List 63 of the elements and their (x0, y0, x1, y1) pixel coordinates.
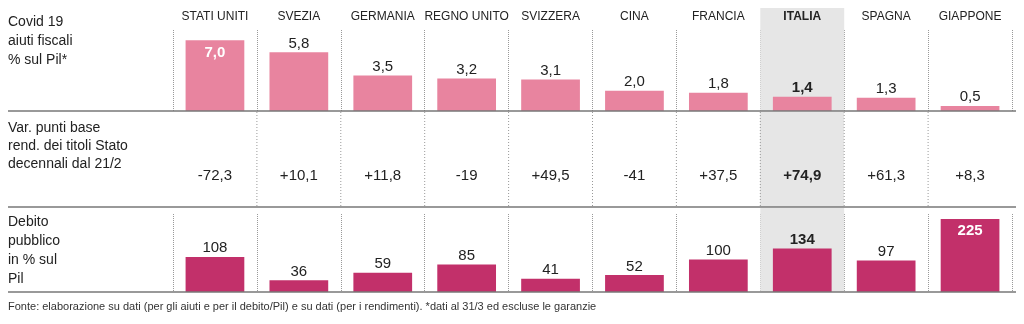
bar (185, 256, 245, 292)
data-label: +74,9 (783, 165, 822, 183)
data-label: 97 (877, 241, 895, 259)
bar (856, 260, 916, 292)
bar (940, 218, 1000, 292)
data-label: +49,5 (531, 165, 570, 183)
bar (772, 248, 832, 292)
x-tick-label: SVEZIA (277, 9, 321, 23)
bar (521, 278, 580, 292)
bar (605, 90, 664, 111)
data-label: 134 (789, 229, 816, 247)
text: Var. punti base rend. dei titoli Stato decennali dal 21/2 (8, 119, 132, 171)
data-label: 1,8 (707, 74, 729, 92)
data-label: 41 (542, 260, 559, 278)
data-label: 5,8 (288, 33, 310, 51)
bar (437, 264, 497, 292)
data-label: 0,5 (959, 87, 981, 105)
data-label: +11,8 (364, 165, 402, 183)
bar (353, 272, 413, 292)
data-label: 36 (290, 261, 308, 279)
bar (185, 40, 245, 111)
x-tick-label: ITALIA (783, 9, 822, 23)
bar (437, 78, 497, 111)
x-tick-label: CINA (620, 9, 649, 23)
bar (269, 52, 329, 111)
data-label: 59 (374, 254, 392, 272)
data-label: +8,3 (955, 165, 985, 183)
bar (521, 79, 580, 111)
x-tick-label: SPAGNA (861, 9, 911, 23)
data-label: 108 (202, 238, 228, 256)
source-note: Fonte: elaborazione su dati (per gli aiuti e per il debito/Pil) e su dati (per i rendimenti). *dati al 31/3 ed escluse le garanzie (8, 299, 597, 312)
bar (856, 97, 916, 111)
data-label: -41 (623, 165, 646, 183)
data-label: 225 (957, 221, 983, 239)
bar (688, 92, 748, 111)
data-label: 52 (626, 256, 643, 274)
data-label: 2,0 (624, 72, 645, 90)
data-label: 7,0 (204, 42, 226, 60)
x-tick-label: GIAPPONE (938, 9, 1002, 23)
y-axis-title: Debito pubblico in % sul Pil (8, 212, 65, 286)
bar (772, 96, 832, 111)
x-tick-label: FRANCIA (692, 9, 745, 23)
data-label: 85 (458, 245, 475, 263)
data-label: +61,3 (867, 165, 906, 183)
data-label: 3,2 (456, 60, 478, 78)
bar (688, 259, 748, 292)
bar (353, 75, 413, 111)
data-label: +37,5 (699, 165, 738, 183)
data-label: -72,3 (197, 165, 233, 183)
data-label: 1,3 (875, 79, 897, 97)
x-tick-label: STATI UNITI (181, 9, 249, 23)
x-tick-label: SVIZZERA (521, 9, 580, 23)
data-label: +10,1 (279, 165, 318, 183)
x-tick-label: GERMANIA (350, 9, 415, 23)
bar (605, 275, 664, 292)
data-label: 3,5 (372, 57, 394, 75)
y-axis-title: Covid 19 aiuti fiscali % sul Pil* (8, 12, 77, 67)
data-label: 1,4 (791, 78, 814, 96)
x-tick-label: REGNO UNITO (424, 9, 509, 23)
data-label: -19 (455, 165, 478, 183)
bar (269, 280, 329, 292)
data-label: 100 (705, 241, 731, 258)
data-label: 3,1 (540, 61, 561, 79)
